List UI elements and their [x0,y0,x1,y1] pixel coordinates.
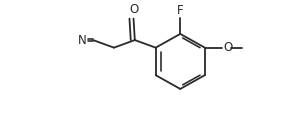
Text: O: O [224,41,233,54]
Text: F: F [177,4,184,17]
Text: O: O [129,3,138,16]
Text: N: N [78,34,86,47]
